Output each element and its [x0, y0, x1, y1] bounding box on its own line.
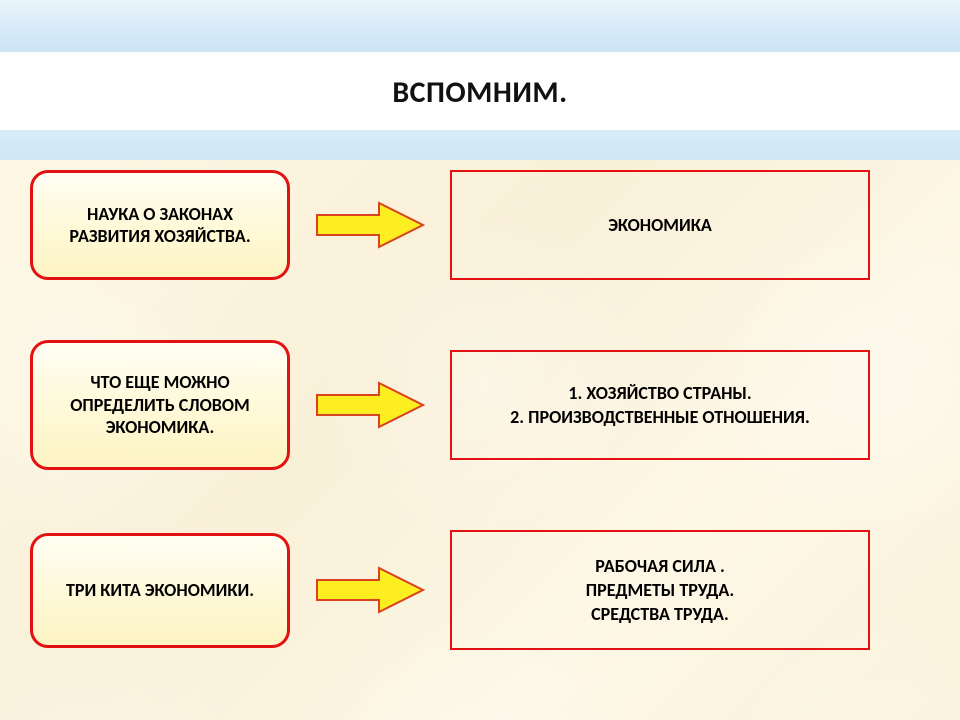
arrow-1	[290, 201, 450, 249]
right-box-1: ЭКОНОМИКА	[450, 170, 870, 280]
right-box-2: 1. ХОЗЯЙСТВО СТРАНЫ. 2. ПРОИЗВОДСТВЕННЫЕ…	[450, 350, 870, 460]
right-box-3: РАБОЧАЯ СИЛА . ПРЕДМЕТЫ ТРУДА. СРЕДСТВА …	[450, 530, 870, 650]
right-text-2: 1. ХОЗЯЙСТВО СТРАНЫ. 2. ПРОИЗВОДСТВЕННЫЕ…	[510, 381, 810, 430]
row-3: ТРИ КИТА ЭКОНОМИКИ. РАБОЧАЯ СИЛА . ПРЕДМ…	[0, 530, 960, 650]
slide: ВСПОМНИМ. НАУКА О ЗАКОНАХ РАЗВИТИЯ ХОЗЯЙ…	[0, 0, 960, 720]
arrow-icon	[315, 381, 425, 429]
left-box-3: ТРИ КИТА ЭКОНОМИКИ.	[30, 533, 290, 648]
right-text-3: РАБОЧАЯ СИЛА . ПРЕДМЕТЫ ТРУДА. СРЕДСТВА …	[586, 554, 734, 627]
arrow-icon	[315, 566, 425, 614]
arrow-2	[290, 381, 450, 429]
arrow-3	[290, 566, 450, 614]
top-band	[0, 0, 960, 54]
arrow-icon	[315, 201, 425, 249]
left-box-1: НАУКА О ЗАКОНАХ РАЗВИТИЯ ХОЗЯЙСТВА.	[30, 170, 290, 280]
right-text-1: ЭКОНОМИКА	[608, 213, 712, 237]
title-band: ВСПОМНИМ.	[0, 54, 960, 130]
row-1: НАУКА О ЗАКОНАХ РАЗВИТИЯ ХОЗЯЙСТВА. ЭКОН…	[0, 170, 960, 280]
slide-title: ВСПОМНИМ.	[392, 74, 567, 111]
row-2: ЧТО ЕЩЕ МОЖНО ОПРЕДЕЛИТЬ СЛОВОМ ЭКОНОМИК…	[0, 340, 960, 470]
accent-strip	[0, 130, 960, 160]
content-area: НАУКА О ЗАКОНАХ РАЗВИТИЯ ХОЗЯЙСТВА. ЭКОН…	[0, 160, 960, 720]
left-box-2: ЧТО ЕЩЕ МОЖНО ОПРЕДЕЛИТЬ СЛОВОМ ЭКОНОМИК…	[30, 340, 290, 470]
